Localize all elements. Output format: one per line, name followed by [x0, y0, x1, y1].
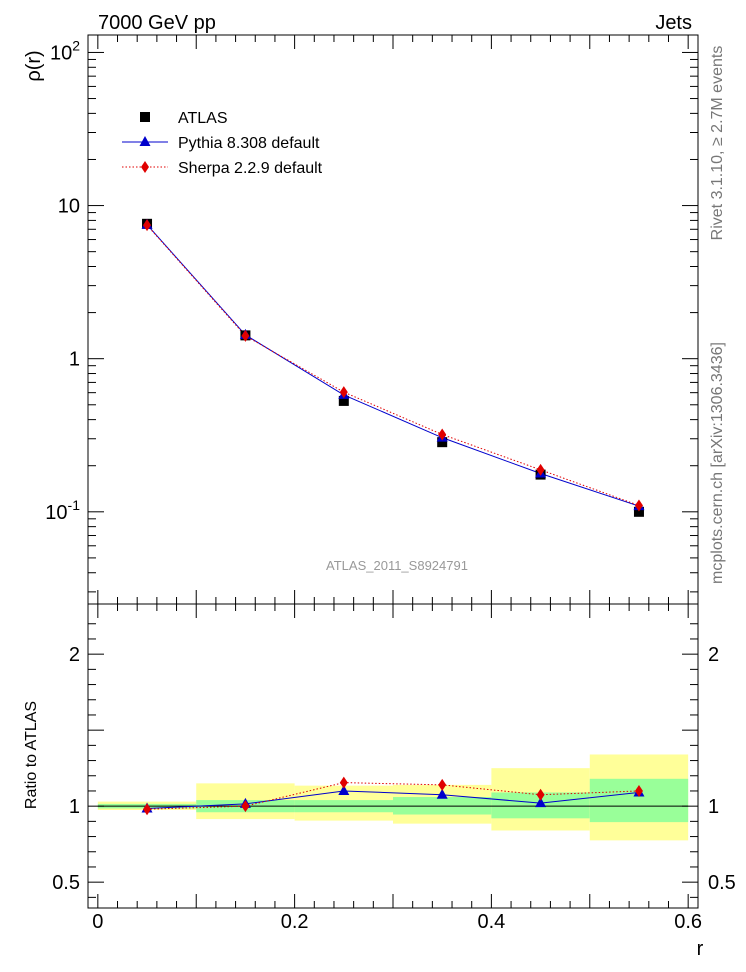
legend-atlas-marker [140, 112, 150, 122]
legend-sherpa-marker [141, 161, 149, 173]
sherpa-point [536, 463, 545, 476]
y-tick-label-ratio: 1 [69, 796, 80, 818]
sherpa-ratio-point [536, 788, 545, 801]
sherpa-ratio-point [339, 776, 348, 789]
sherpa-point [143, 219, 152, 232]
sherpa-point [241, 329, 250, 342]
pythia-ratio-point [338, 784, 350, 795]
mcplots-side-text: mcplots.cern.ch [arXiv:1306.3436] [709, 342, 726, 584]
y-tick-label-ratio: 0.5 [52, 872, 80, 894]
y-tick-label-ratio-right: 1 [708, 796, 719, 818]
header-right: Jets [655, 12, 692, 34]
pythia-ratio-point [436, 788, 448, 799]
sherpa-ratio-point [634, 784, 643, 797]
y-axis-label-ratio: Ratio to ATLAS [23, 701, 40, 809]
sherpa-point [438, 428, 447, 441]
y-tick-label-top: 10 [58, 196, 80, 218]
analysis-id: ATLAS_2011_S8924791 [326, 558, 468, 573]
y-tick-label-top: 1 [69, 349, 80, 371]
legend-entry-label: ATLAS [178, 110, 228, 127]
y-axis-label-top: ρ(r) [23, 50, 45, 81]
y-tick-label-top: 10-1 [45, 497, 80, 524]
sherpa-point [634, 499, 643, 512]
legend-entry-label: Sherpa 2.2.9 default [178, 160, 323, 177]
x-axis-label: r [697, 938, 704, 960]
sherpa-line-ratio [147, 782, 639, 810]
pythia-line-top [146, 224, 640, 507]
sherpa-ratio-point [438, 778, 447, 791]
sherpa-ratio-point [143, 803, 152, 816]
sherpa-ratio-point [241, 800, 250, 813]
legend-entry-label: Pythia 8.308 default [178, 135, 320, 152]
x-tick-label: 0.6 [674, 911, 702, 933]
x-tick-label: 0.2 [281, 911, 309, 933]
legend-pythia-marker [139, 136, 151, 146]
pythia-ratio-point [535, 797, 547, 808]
pythia-line-ratio [147, 790, 640, 809]
y-tick-label-top: 102 [50, 37, 80, 64]
atlas-point [338, 395, 349, 406]
header-left: 7000 GeV pp [98, 12, 216, 34]
x-tick-label: 0.4 [477, 911, 505, 933]
sherpa-line-top [146, 224, 640, 506]
x-tick-label: 0 [92, 911, 103, 933]
y-tick-label-ratio-right: 2 [708, 644, 719, 666]
y-tick-label-ratio-right: 0.5 [708, 872, 736, 894]
atlas-point [437, 437, 448, 448]
rivet-side-text: Rivet 3.1.10, ≥ 2.7M events [709, 46, 726, 241]
sherpa-point [339, 386, 348, 399]
atlas-point [633, 506, 644, 517]
y-tick-label-ratio: 2 [69, 644, 80, 666]
